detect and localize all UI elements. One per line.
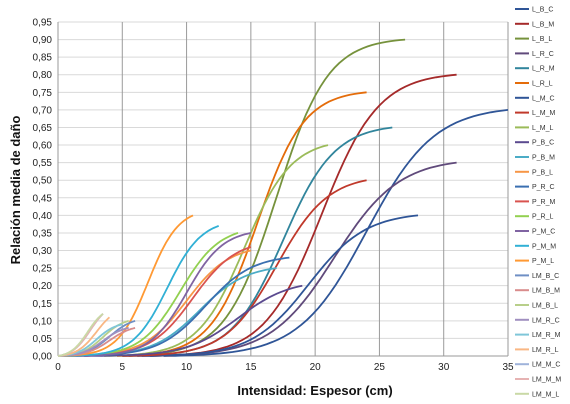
x-tick-label: 10 — [181, 362, 193, 373]
legend-label: LM_B_M — [532, 288, 560, 295]
y-tick-label: 0,20 — [33, 281, 53, 292]
y-tick-label: 0,90 — [33, 35, 53, 46]
legend-label: LM_R_C — [532, 317, 560, 324]
series-line-lm-r-l — [57, 316, 111, 357]
x-axis-title: Intensidad: Espesor (cm) — [237, 383, 392, 398]
legend-label: LM_M_M — [532, 377, 561, 384]
legend-label: P_M_C — [532, 229, 555, 236]
series-line-p-m-c — [76, 232, 252, 357]
series-line-l-b-c — [163, 109, 509, 357]
legend-label: LM_M_L — [532, 391, 559, 398]
y-tick-label: 0,55 — [33, 158, 53, 169]
series-lines — [57, 38, 509, 357]
x-tick-label: 35 — [502, 362, 514, 373]
legend-label: P_R_M — [532, 199, 556, 206]
legend-label: LM_B_C — [532, 273, 559, 280]
legend-label: P_B_L — [532, 169, 553, 176]
y-tick-label: 0,30 — [33, 246, 53, 257]
legend-label: P_R_C — [532, 184, 555, 191]
y-tick-label: 0,45 — [33, 193, 53, 204]
y-tick-label: 0,05 — [33, 334, 53, 345]
series-line-p-r-m — [64, 246, 252, 357]
y-tick-label: 0,80 — [33, 70, 53, 81]
grid-lines — [57, 21, 509, 357]
legend-label: LM_B_L — [532, 303, 558, 310]
y-tick-label: 0,95 — [33, 18, 53, 29]
y-tick-label: 0,40 — [33, 211, 53, 222]
x-tick-label: 15 — [245, 362, 257, 373]
y-tick-label: 0,70 — [33, 105, 53, 116]
y-tick-label: 0,75 — [33, 88, 53, 99]
legend-label: P_R_L — [532, 214, 554, 221]
series-line-lm-m-l — [57, 313, 104, 357]
y-tick-label: 0,10 — [33, 316, 53, 327]
legend-label: L_R_M — [532, 66, 555, 73]
legend-label: LM_R_M — [532, 332, 561, 339]
y-tick-label: 0,00 — [33, 352, 53, 363]
y-axis-ticks: 0,00 0,05 0,10 0,15 0,20 0,25 0,30 0,35 0,40 0,45… — [33, 18, 53, 363]
x-tick-label: 5 — [120, 362, 126, 373]
legend-label: L_B_M — [532, 21, 554, 28]
series-line-p-r-l — [61, 232, 239, 357]
y-tick-label: 0,60 — [33, 141, 53, 152]
legend-label: P_B_M — [532, 155, 555, 162]
x-tick-label: 30 — [438, 362, 450, 373]
legend-label: L_B_C — [532, 7, 553, 14]
legend-label: L_M_L — [532, 125, 554, 132]
legend-label: P_M_M — [532, 243, 556, 250]
y-axis-title: Relación media de daño — [8, 116, 23, 265]
y-tick-label: 0,35 — [33, 228, 53, 239]
series-line-p-m-m — [64, 225, 220, 357]
x-tick-label: 25 — [374, 362, 386, 373]
legend-label: L_R_L — [532, 81, 553, 88]
series-line-p-b-c — [83, 284, 303, 357]
legend-label: LM_R_L — [532, 347, 559, 354]
y-tick-label: 0,50 — [33, 176, 53, 187]
y-tick-label: 0,85 — [33, 53, 53, 64]
legend-label: L_B_L — [532, 36, 552, 43]
legend-label: L_M_C — [532, 95, 555, 102]
series-line-l-m-m — [122, 179, 367, 357]
legend-label: L_R_C — [532, 51, 554, 58]
x-tick-label: 20 — [310, 362, 322, 373]
y-tick-label: 0,25 — [33, 264, 53, 275]
x-axis-ticks: 0 5 10 15 20 25 30 35 — [55, 362, 514, 373]
x-tick-label: 0 — [55, 362, 61, 373]
legend-label: L_M_M — [532, 110, 556, 117]
series-line-l-m-c — [137, 214, 419, 357]
legend-label: P_B_C — [532, 140, 554, 147]
legend-label: LM_M_C — [532, 362, 560, 369]
legend-label: P_M_L — [532, 258, 554, 265]
legend: L_B_C L_B_M L_B_L L_R_C L_R_M L_R_L L_M_C L_M_M… — [515, 7, 561, 398]
y-tick-label: 0,15 — [33, 299, 53, 310]
y-tick-label: 0,65 — [33, 123, 53, 134]
